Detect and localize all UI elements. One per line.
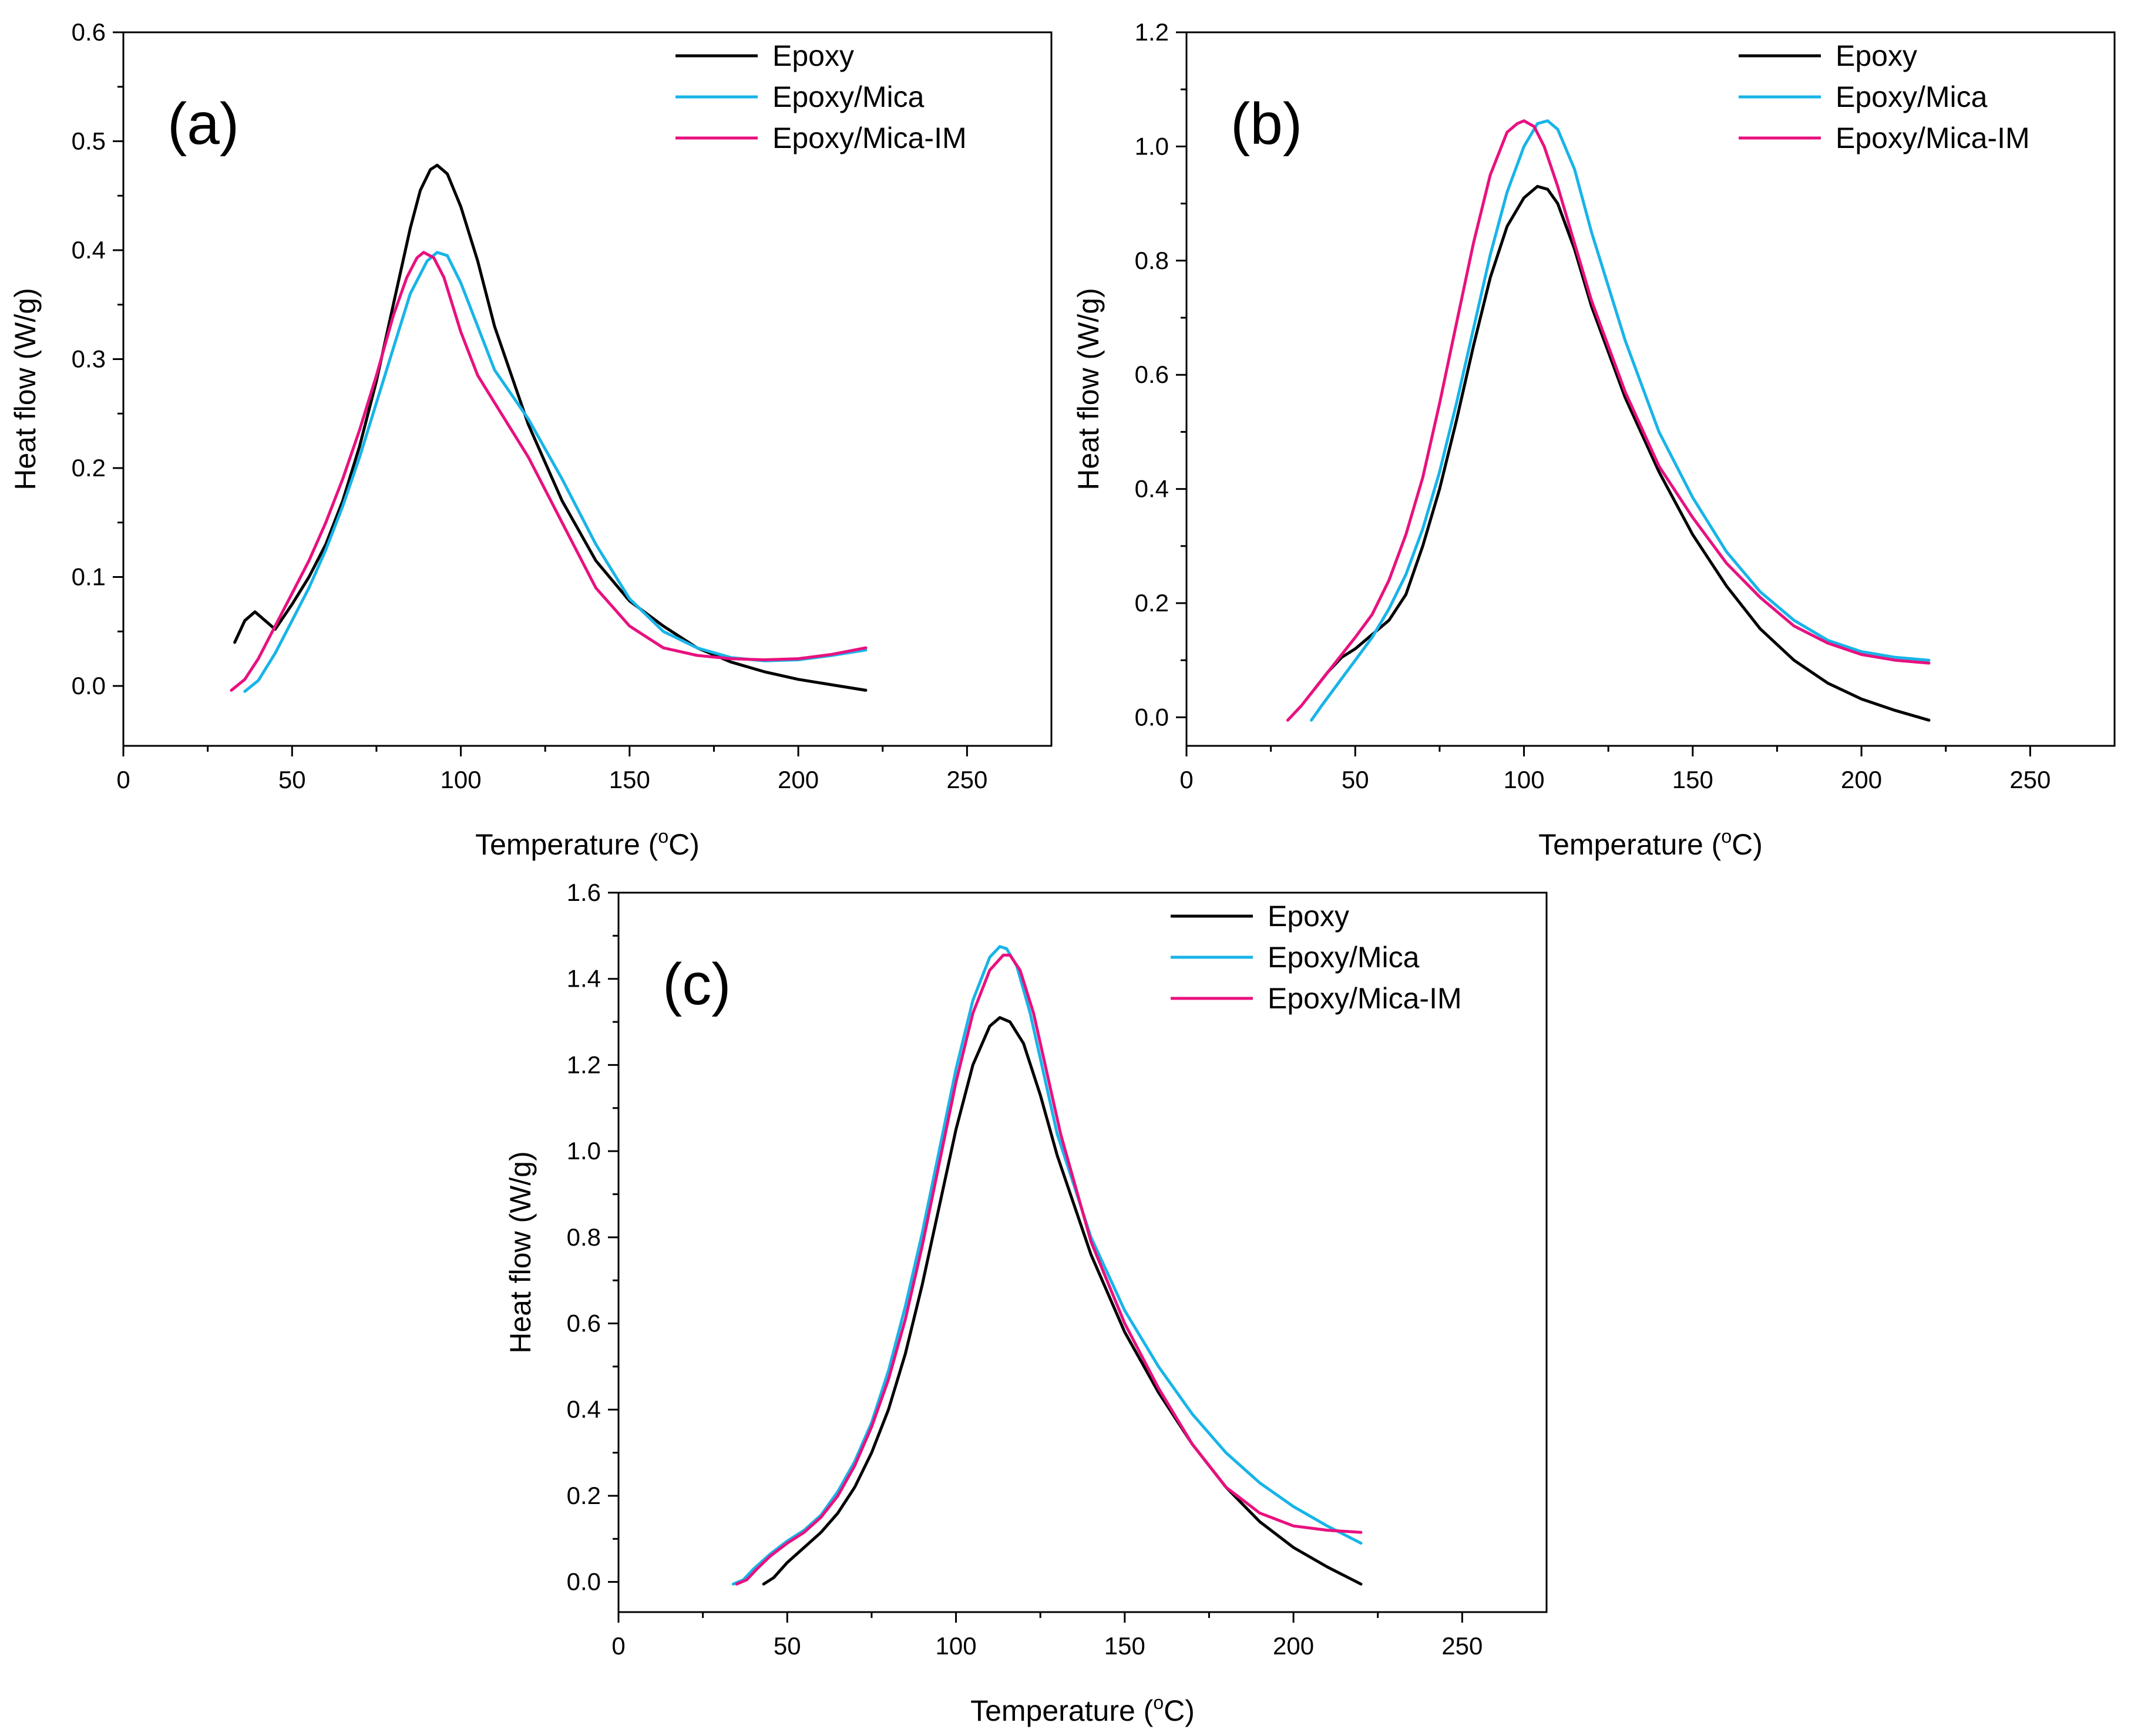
x-axis-title-text: Temperature ( [1538, 828, 1722, 861]
y-tick-label: 0.6 [567, 1310, 601, 1337]
y-tick-label: 0.4 [1135, 475, 1169, 503]
x-tick-label: 200 [778, 766, 819, 793]
plot-area [122, 31, 1053, 747]
y-tick-label: 0.1 [72, 563, 106, 590]
series-line-epoxy [1313, 184, 1931, 722]
y-tick-label: 0.5 [72, 127, 106, 154]
x-tick-label: 0 [1179, 766, 1193, 793]
x-axis-title-superscript: o [658, 826, 668, 847]
y-tick-label: 0.6 [72, 18, 106, 46]
x-tick-label: 50 [774, 1632, 801, 1660]
plot-area [1185, 31, 2116, 747]
y-tick-label: 0.8 [567, 1223, 601, 1251]
y-tick-label: 0.2 [72, 454, 106, 482]
x-tick-label: 150 [1104, 1632, 1145, 1660]
series-line-epoxy [233, 163, 868, 692]
y-axis-title: Heat flow (W/g) [9, 288, 42, 490]
y-tick-label: 1.4 [567, 965, 601, 993]
x-tick-label: 250 [2009, 766, 2051, 793]
legend-label-epoxy-mica: Epoxy/Mica [772, 80, 925, 113]
series-line-epoxy-mica [731, 945, 1363, 1586]
y-tick-label: 0.2 [567, 1482, 601, 1509]
y-axis-title: Heat flow (W/g) [1072, 288, 1105, 490]
x-tick-label: 150 [1672, 766, 1713, 793]
legend-label-epoxy-mica: Epoxy/Mica [1268, 941, 1420, 974]
x-tick-label: 0 [611, 1632, 625, 1660]
legend-label-epoxy: Epoxy [772, 39, 854, 72]
x-tick-label: 0 [116, 766, 130, 793]
x-tick-label: 250 [946, 766, 987, 793]
x-tick-label: 50 [1342, 766, 1369, 793]
x-axis-title-superscript: o [1153, 1692, 1164, 1713]
x-axis-title-superscript: o [1721, 826, 1732, 847]
series-line-epoxy [762, 1016, 1363, 1586]
panel-label: (c) [663, 951, 731, 1017]
x-axis-title-text: Temperature ( [970, 1694, 1154, 1727]
x-tick-label: 200 [1841, 766, 1882, 793]
y-tick-label: 0.0 [567, 1568, 601, 1596]
x-axis-title-unit: C) [668, 828, 700, 861]
plot-area [617, 891, 1548, 1613]
y-tick-label: 0.4 [567, 1395, 601, 1423]
y-tick-label: 0.4 [72, 236, 106, 264]
legend-label-epoxy: Epoxy [1836, 39, 1917, 72]
x-tick-label: 250 [1441, 1632, 1483, 1660]
x-tick-label: 100 [1504, 766, 1545, 793]
x-tick-label: 200 [1273, 1632, 1314, 1660]
x-tick-label: 150 [609, 766, 650, 793]
panel-label: (b) [1231, 91, 1302, 157]
y-tick-label: 0.3 [72, 345, 106, 372]
legend-label-epoxy-mica-im: Epoxy/Mica-IM [772, 122, 967, 154]
y-tick-label: 0.8 [1135, 247, 1169, 274]
panel-label: (a) [167, 91, 239, 157]
series-line-epoxy-mica [243, 251, 868, 693]
legend-label-epoxy-mica: Epoxy/Mica [1836, 80, 1988, 113]
x-tick-label: 100 [441, 766, 482, 793]
chart-panel-c: 0 50 100 150 200 250 0.0 0.2 0.4 0.6 0.8 1.0 1.2 1.4 1… [504, 879, 1548, 1727]
y-tick-label: 1.0 [1135, 132, 1169, 160]
y-tick-label: 1.2 [567, 1051, 601, 1078]
legend-label-epoxy-mica-im: Epoxy/Mica-IM [1268, 982, 1462, 1015]
series-line-epoxy-mica [1310, 119, 1931, 722]
x-axis-title-unit: C) [1732, 828, 1763, 861]
series-line-epoxy-mica-im [230, 251, 868, 692]
y-tick-label: 0.6 [1135, 361, 1169, 388]
chart-panel-a: 0 50 100 150 200 250 0.0 0.1 0.2 0.3 0.4 0.5 0.6 Temp… [9, 18, 1053, 861]
x-axis-title: Temperature (oC) [970, 1692, 1195, 1727]
x-axis-title: Temperature (oC) [475, 826, 700, 861]
y-tick-label: 0.0 [1135, 703, 1169, 731]
x-axis-title: Temperature (oC) [1538, 826, 1763, 861]
series-line-epoxy-mica-im [1286, 119, 1931, 722]
y-tick-label: 1.0 [567, 1137, 601, 1165]
y-tick-label: 0.2 [1135, 589, 1169, 617]
chart-panel-b: 0 50 100 150 200 250 0.0 0.2 0.4 0.6 0.8 1.0 1.2 Temp… [1072, 18, 2116, 861]
legend-label-epoxy-mica-im: Epoxy/Mica-IM [1836, 122, 2030, 154]
y-axis-title: Heat flow (W/g) [504, 1151, 537, 1354]
series-line-epoxy-mica-im [735, 953, 1363, 1586]
y-tick-label: 1.6 [567, 879, 601, 906]
x-tick-label: 50 [278, 766, 306, 793]
x-axis-title-unit: C) [1164, 1694, 1195, 1727]
legend-label-epoxy: Epoxy [1268, 900, 1349, 933]
y-tick-label: 1.2 [1135, 18, 1169, 46]
y-tick-label: 0.0 [72, 672, 106, 699]
x-axis-title-text: Temperature ( [475, 828, 658, 861]
x-tick-label: 100 [936, 1632, 977, 1660]
